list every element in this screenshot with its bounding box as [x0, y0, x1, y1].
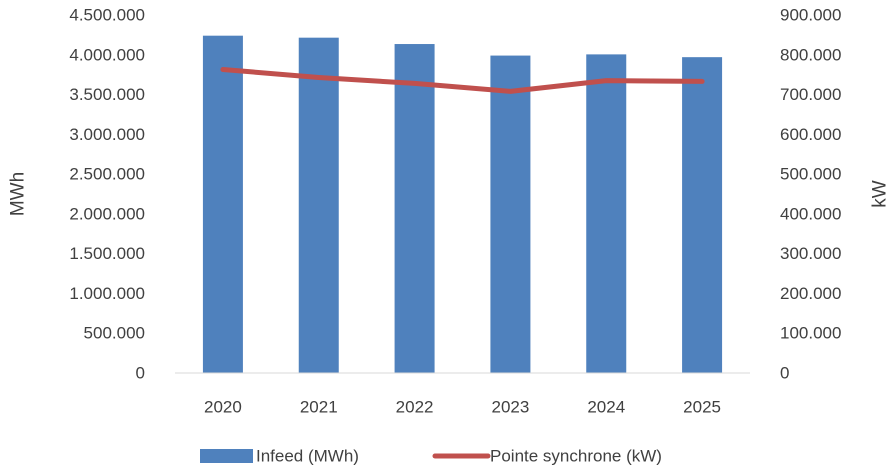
x-tick-label: 2023 — [492, 398, 530, 417]
y-axis-title-right: kW — [870, 180, 891, 208]
line-series-pointe-synchrone — [220, 66, 705, 94]
left-tick-label: 4.500.000 — [69, 6, 145, 25]
left-tick-label: 3.000.000 — [69, 125, 145, 144]
left-tick-label: 1.500.000 — [69, 244, 145, 263]
bar-2021 — [298, 37, 339, 373]
right-tick-label: 200.000 — [780, 284, 841, 303]
x-tick-label: 2020 — [204, 398, 242, 417]
x-tick-label: 2022 — [396, 398, 434, 417]
right-tick-label: 300.000 — [780, 244, 841, 263]
right-tick-label: 700.000 — [780, 85, 841, 104]
left-tick-label: 2.500.000 — [69, 165, 145, 184]
left-tick-label: 0 — [136, 364, 145, 383]
bar-2023 — [490, 55, 531, 373]
right-axis-ticks: 0 100.000 200.000 300.000 400.000 500.000 600.… — [780, 6, 841, 383]
legend-label-infeed: Infeed (MWh) — [256, 447, 359, 466]
x-tick-label: 2021 — [300, 398, 338, 417]
left-tick-label: 2.000.000 — [69, 204, 145, 223]
legend-swatch-infeed — [200, 449, 253, 463]
legend-label-pointe: Pointe synchrone (kW) — [490, 447, 662, 466]
x-tick-label: 2024 — [587, 398, 625, 417]
right-tick-label: 900.000 — [780, 6, 841, 25]
left-tick-label: 4.000.000 — [69, 45, 145, 64]
y-axis-title-left: MWh — [8, 172, 29, 216]
right-tick-label: 100.000 — [780, 324, 841, 343]
bars-layer — [202, 35, 723, 374]
x-tick-label: 2025 — [683, 398, 721, 417]
left-tick-label: 500.000 — [84, 324, 145, 343]
left-tick-label: 1.000.000 — [69, 284, 145, 303]
right-tick-label: 600.000 — [780, 125, 841, 144]
bar-2022 — [394, 44, 435, 373]
legend: Infeed (MWh) Pointe synchrone (kW) — [200, 447, 662, 466]
left-axis-ticks: 0 500.000 1.000.000 1.500.000 2.000.000 2.500… — [69, 6, 145, 383]
right-tick-label: 800.000 — [780, 45, 841, 64]
right-tick-label: 0 — [780, 364, 789, 383]
right-tick-label: 500.000 — [780, 165, 841, 184]
right-tick-label: 400.000 — [780, 204, 841, 223]
x-axis-ticks: 2020 2021 2022 2023 2024 2025 — [204, 398, 721, 417]
bar-2024 — [586, 54, 627, 373]
bar-2020 — [202, 35, 243, 373]
bar-2025 — [682, 57, 723, 374]
left-tick-label: 3.500.000 — [69, 85, 145, 104]
